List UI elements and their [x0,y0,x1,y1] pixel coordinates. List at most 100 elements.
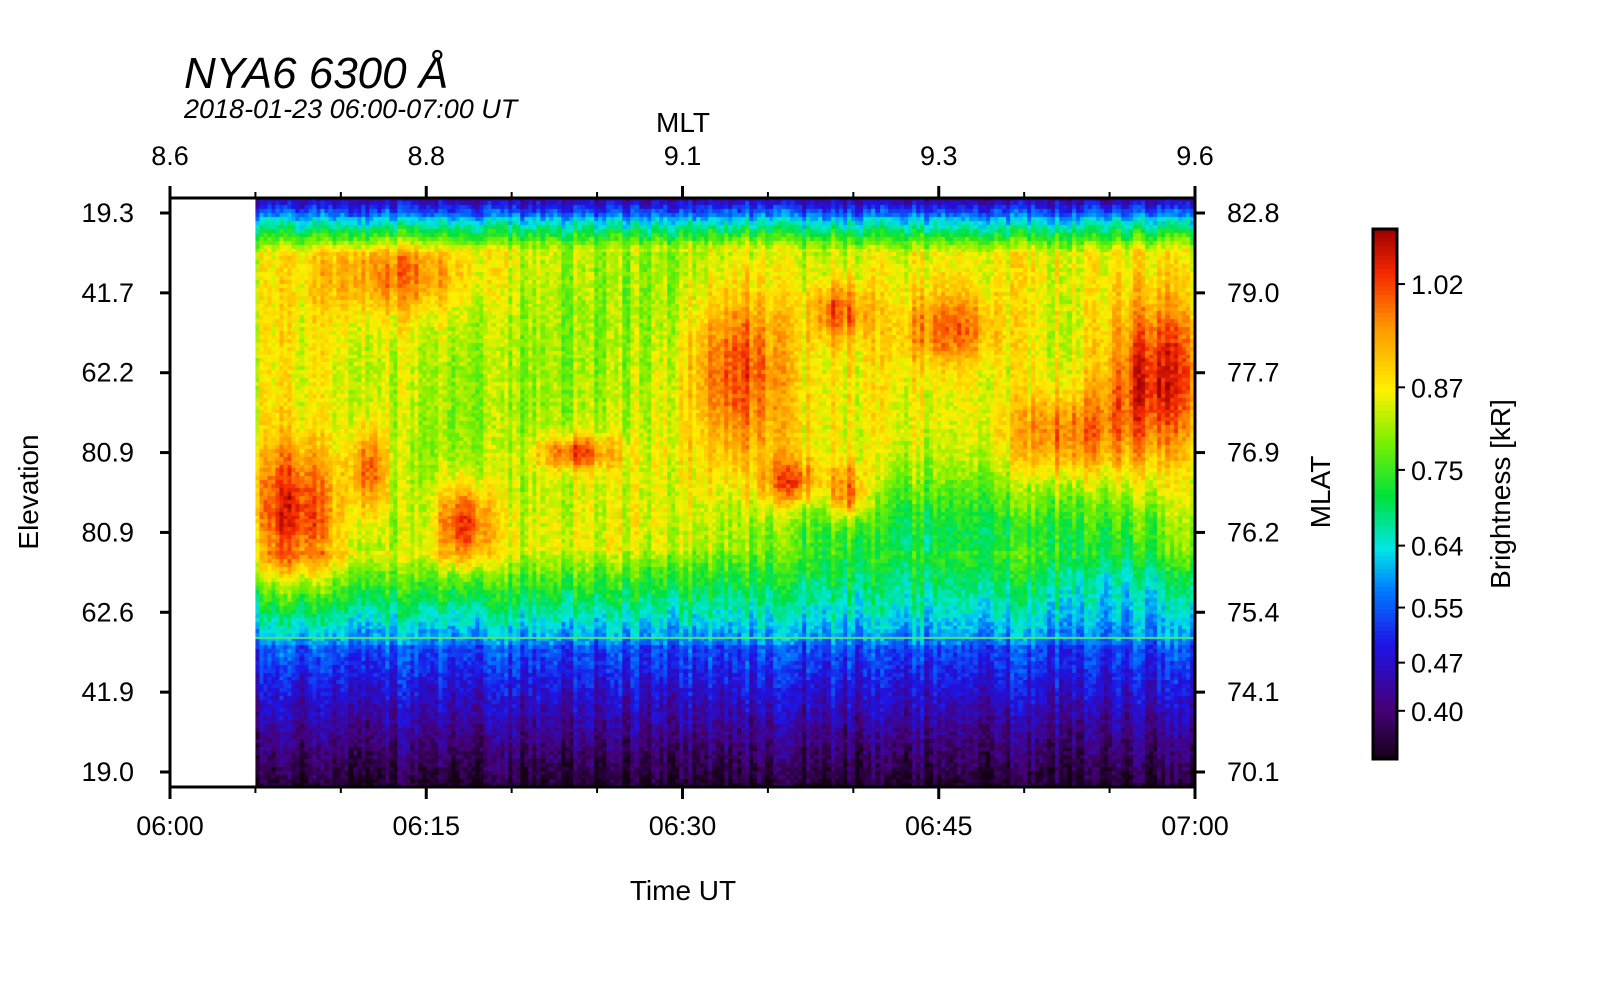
colorbar-segment [1373,507,1397,513]
x-tick-label: 06:00 [136,811,204,841]
colorbar-segment [1373,357,1397,363]
right-tick-label: 74.1 [1227,677,1280,707]
left-tick-label: 19.0 [81,757,134,787]
chart-subtitle: 2018-01-23 06:00-07:00 UT [183,94,520,124]
colorbar-segment [1373,480,1397,487]
colorbar-segment [1373,312,1397,319]
colorbar-segment [1373,295,1397,301]
colorbar-tick-label: 0.55 [1411,594,1464,624]
colorbar-segment [1373,396,1397,403]
colorbar-segment [1373,476,1397,482]
colorbar-segment [1373,670,1397,677]
colorbar-segment [1373,701,1397,707]
colorbar-segment [1373,414,1397,420]
colorbar-segment [1373,432,1397,438]
colorbar-segment [1373,750,1397,756]
colorbar-segment [1373,754,1397,760]
colorbar-segment [1373,374,1397,381]
colorbar-segment [1373,745,1397,752]
x-axis-label: Time UT [630,875,736,906]
colorbar-segment [1373,467,1397,473]
left-tick-label: 80.9 [81,438,134,468]
colorbar-segment [1373,573,1397,579]
colorbar-segment [1373,529,1397,535]
colorbar-segment [1373,304,1397,310]
colorbar-segment [1373,657,1397,663]
colorbar-segment [1373,520,1397,526]
colorbar-segment [1373,595,1397,601]
colorbar-segment [1373,308,1397,314]
colorbar-segment [1373,710,1397,716]
colorbar-segment [1373,498,1397,504]
colorbar-segment [1373,388,1397,394]
colorbar-segment [1373,564,1397,571]
colorbar-segment [1373,630,1397,637]
colorbar-segment [1373,635,1397,641]
right-axis-label: MLAT [1305,456,1336,529]
right-tick-label: 79.0 [1227,278,1280,308]
colorbar-segment [1373,586,1397,593]
colorbar-segment [1373,277,1397,283]
right-tick-label: 77.7 [1227,358,1280,388]
colorbar-segment [1373,551,1397,557]
left-tick-label: 41.9 [81,677,134,707]
colorbar-segment [1373,600,1397,606]
colorbar-segment [1373,273,1397,279]
colorbar-segment [1373,719,1397,725]
chart-title: NYA6 6300 Å [184,49,448,98]
colorbar-segment [1373,361,1397,367]
colorbar-segment [1373,449,1397,456]
colorbar-segment [1373,436,1397,442]
colorbar-segment [1373,321,1397,328]
colorbar-segment [1373,732,1397,738]
colorbar-segment [1373,454,1397,460]
right-tick-label: 76.9 [1227,438,1280,468]
colorbar-segment [1373,538,1397,544]
top-axis-label: MLT [656,107,710,138]
colorbar-tick-label: 0.64 [1411,532,1464,562]
colorbar-segment [1373,379,1397,385]
colorbar-segment [1373,639,1397,646]
top-tick-label: 9.1 [664,141,702,171]
colorbar-segment [1373,290,1397,297]
colorbar-segment [1373,242,1397,248]
colorbar-segment [1373,485,1397,491]
colorbar-segment [1373,697,1397,703]
x-tick-label: 06:30 [649,811,717,841]
colorbar-segment [1373,706,1397,712]
colorbar-segment [1373,401,1397,407]
right-tick-label: 70.1 [1227,757,1280,787]
colorbar-segment [1373,339,1397,345]
left-tick-label: 62.2 [81,358,134,388]
colorbar-segment [1373,728,1397,734]
left-tick-label: 19.3 [81,198,134,228]
colorbar: 1.02 0.87 0.75 0.64 0.55 0.47 0.40 [1373,229,1464,760]
colorbar-tick-label: 0.87 [1411,373,1464,403]
colorbar-segment [1373,617,1397,624]
colorbar-segment [1373,626,1397,632]
right-tick-label: 82.8 [1227,198,1280,228]
colorbar-segment [1373,604,1397,610]
colorbar-segment [1373,229,1397,235]
colorbar-segment [1373,299,1397,306]
colorbar-segment [1373,524,1397,531]
colorbar-segment [1373,502,1397,509]
colorbar-segment [1373,591,1397,597]
axes: 06:00 06:15 06:30 06:45 07:00 8.6 8.8 9.1 9.3 9.6… [81,141,1279,841]
colorbar-segment [1373,644,1397,650]
right-tick-label: 76.2 [1227,517,1280,547]
right-tick-label: 75.4 [1227,597,1280,627]
top-tick-label: 8.8 [407,141,445,171]
colorbar-segment [1373,383,1397,389]
colorbar-segment [1373,661,1397,668]
colorbar-segment [1373,736,1397,743]
colorbar-segment [1373,418,1397,425]
colorbar-segment [1373,489,1397,495]
colorbar-segment [1373,365,1397,372]
colorbar-segment [1373,516,1397,522]
colorbar-segment [1373,679,1397,685]
colorbar-segment [1373,577,1397,584]
colorbar-segment [1373,648,1397,654]
colorbar-tick-label: 1.02 [1411,270,1464,300]
colorbar-segment [1373,251,1397,257]
